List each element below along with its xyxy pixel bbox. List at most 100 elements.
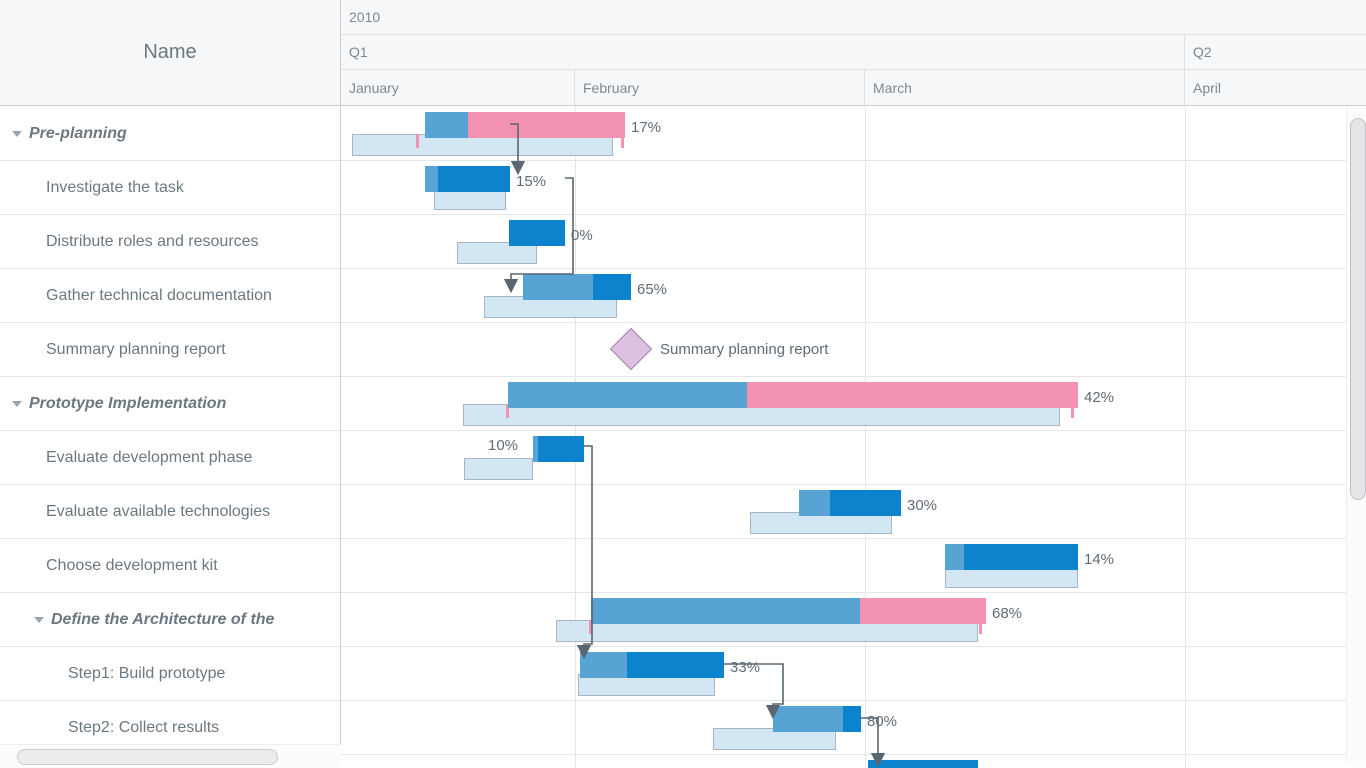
task-grid-row[interactable]: Evaluate development phase — [0, 431, 340, 485]
bar-remaining-segment — [843, 706, 861, 732]
timeline-row[interactable] — [341, 215, 1366, 269]
task-name-label: Investigate the task — [46, 178, 184, 196]
bar-remaining-segment — [538, 436, 584, 462]
task-bar[interactable] — [868, 760, 978, 768]
task-grid-row[interactable]: Prototype Implementation — [0, 377, 340, 431]
timeline-row[interactable] — [341, 107, 1366, 161]
task-name-label: Distribute roles and resources — [46, 232, 259, 250]
task-grid-row[interactable]: Pre-planning — [0, 107, 340, 161]
progress-percent-label: 10% — [488, 437, 519, 454]
task-grid-row[interactable]: Investigate the task — [0, 161, 340, 215]
bar-remaining-segment — [627, 652, 724, 678]
timeline-row[interactable] — [341, 755, 1366, 768]
timeline-row[interactable] — [341, 377, 1366, 431]
task-bar[interactable] — [425, 166, 510, 192]
task-grid-row[interactable]: Step1: Build prototype — [0, 647, 340, 701]
vertical-scrollbar[interactable] — [1346, 107, 1366, 762]
task-grid-row[interactable]: Evaluate available technologies — [0, 485, 340, 539]
horizontal-scrollbar[interactable] — [0, 744, 341, 768]
grid-header: Name — [0, 0, 340, 106]
summary-task-bar[interactable] — [508, 382, 1078, 408]
progress-percent-label: 17% — [631, 119, 662, 136]
bar-progress-segment — [425, 166, 438, 192]
task-name-label: Summary planning report — [46, 340, 226, 358]
progress-percent-label: 14% — [1084, 551, 1115, 568]
vertical-scrollbar-thumb[interactable] — [1350, 118, 1366, 500]
task-bar[interactable] — [945, 544, 1078, 570]
bar-progress-segment — [945, 544, 964, 570]
milestone-label: Summary planning report — [660, 341, 829, 358]
bar-remaining-segment — [830, 490, 901, 516]
progress-percent-label: 42% — [1084, 389, 1115, 406]
summary-task-bar[interactable] — [591, 598, 986, 624]
task-name-label: Step1: Build prototype — [68, 664, 226, 682]
timeline-gridline — [865, 106, 866, 768]
bar-progress-segment — [591, 598, 860, 624]
progress-percent-label: 68% — [992, 605, 1023, 622]
collapse-triangle-icon[interactable] — [12, 400, 22, 407]
task-name-label: Define the Architecture of the — [51, 610, 275, 628]
bar-remaining-segment — [509, 220, 565, 246]
name-column-header: Name — [143, 41, 197, 63]
task-bar[interactable] — [799, 490, 901, 516]
collapse-triangle-icon[interactable] — [12, 130, 22, 137]
timeline-quarter-cell: Q2 — [1193, 44, 1212, 60]
baseline-deviation-marker — [416, 134, 419, 148]
timeline-panel: 2010 Q1 Q2 January February March April 17% 1… — [341, 0, 1366, 768]
task-name-label: Evaluate development phase — [46, 448, 253, 466]
timeline-header: 2010 Q1 Q2 January February March April — [341, 0, 1366, 106]
timeline-row[interactable] — [341, 701, 1366, 755]
timeline-row[interactable] — [341, 161, 1366, 215]
timeline-quarter-band: Q1 Q2 — [341, 35, 1366, 70]
timeline-year-cell: 2010 — [349, 9, 381, 25]
task-name-label: Choose development kit — [46, 556, 218, 574]
task-grid-row[interactable]: Choose development kit — [0, 539, 340, 593]
summary-task-bar[interactable] — [425, 112, 625, 138]
task-name-label: Gather technical documentation — [46, 286, 272, 304]
bar-progress-segment — [773, 706, 843, 732]
timeline-gridline — [1185, 106, 1186, 768]
task-bar[interactable] — [533, 436, 584, 462]
timeline-row[interactable] — [341, 323, 1366, 377]
timeline-row[interactable] — [341, 593, 1366, 647]
task-grid-row[interactable]: Distribute roles and resources — [0, 215, 340, 269]
task-grid-row[interactable]: Summary planning report — [0, 323, 340, 377]
timeline-row[interactable] — [341, 431, 1366, 485]
task-name-label: Evaluate available technologies — [46, 502, 271, 520]
baseline-deviation-marker — [1071, 404, 1074, 418]
timeline-month-cell: January — [341, 70, 575, 105]
collapse-triangle-icon[interactable] — [34, 616, 44, 623]
horizontal-scrollbar-thumb[interactable] — [17, 749, 278, 765]
bar-progress-segment — [523, 274, 593, 300]
baseline-deviation-marker — [979, 620, 982, 634]
task-bar[interactable] — [523, 274, 631, 300]
timeline-row[interactable] — [341, 269, 1366, 323]
task-bar[interactable] — [773, 706, 861, 732]
task-grid-row[interactable]: Define the Architecture of the — [0, 593, 340, 647]
bar-remaining-segment — [468, 112, 625, 138]
progress-percent-label: 30% — [907, 497, 938, 514]
timeline-month-cell: March — [865, 70, 1185, 105]
task-name-label: Step2: Collect results — [68, 718, 220, 736]
task-bar[interactable] — [509, 220, 565, 246]
timeline-row[interactable] — [341, 647, 1366, 701]
baseline-bar[interactable] — [464, 458, 533, 480]
timeline-month-cell: April — [1193, 79, 1222, 96]
progress-percent-label: 33% — [730, 659, 761, 676]
bar-remaining-segment — [860, 598, 986, 624]
bar-progress-segment — [425, 112, 468, 138]
timeline-month-cell: February — [575, 70, 865, 105]
task-grid-row[interactable]: Gather technical documentation — [0, 269, 340, 323]
baseline-deviation-marker — [506, 404, 509, 418]
bar-progress-segment — [533, 436, 538, 462]
timeline-quarter-cell: Q1 — [341, 35, 1185, 69]
timeline-row[interactable] — [341, 485, 1366, 539]
timeline-row[interactable] — [341, 539, 1366, 593]
progress-percent-label: 0% — [571, 227, 593, 244]
task-bar[interactable] — [580, 652, 724, 678]
timeline-year-band: 2010 — [341, 0, 1366, 35]
progress-percent-label: 80% — [867, 713, 898, 730]
bar-remaining-segment — [593, 274, 631, 300]
bar-remaining-segment — [964, 544, 1078, 570]
timeline-body: 17% 15% 0% 65% Summary planning report 42% 10%… — [341, 106, 1366, 768]
